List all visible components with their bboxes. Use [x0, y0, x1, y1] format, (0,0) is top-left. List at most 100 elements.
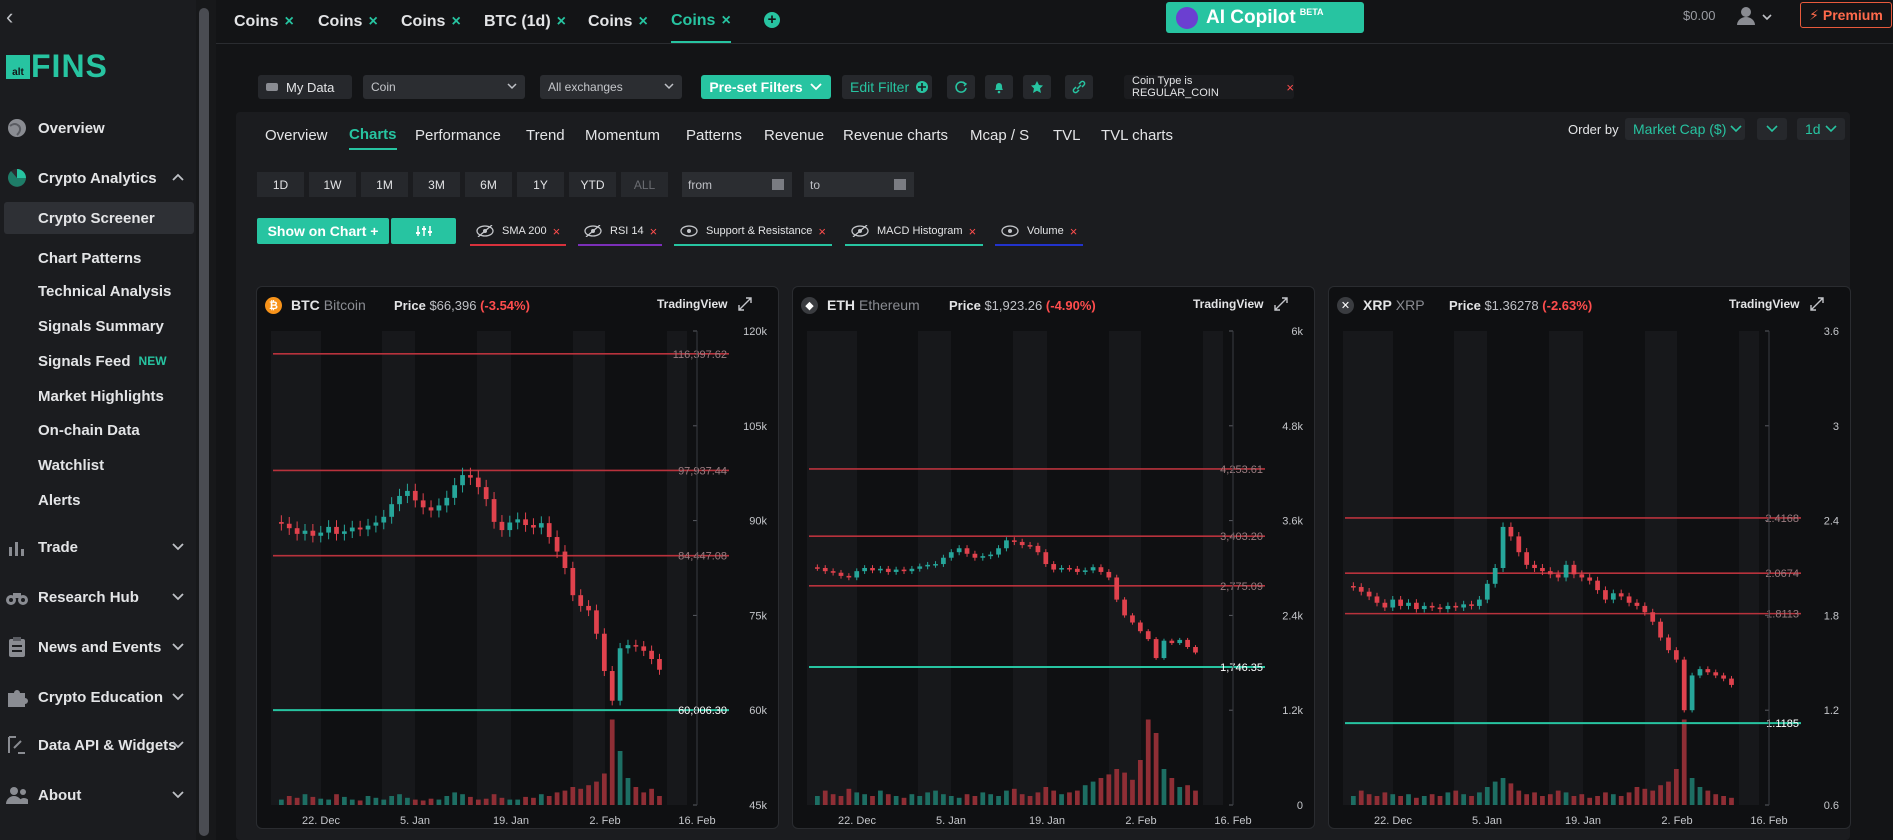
- coin-symbol[interactable]: XRP XRP: [1363, 297, 1425, 313]
- sidebar-item-data-api-widgets[interactable]: Data API & Widgets: [0, 728, 196, 762]
- add-tab-button[interactable]: +: [764, 12, 780, 28]
- range-1d-button[interactable]: 1D: [257, 172, 304, 197]
- candlestick-chart-xrp[interactable]: 2.4168 2.0674 1.8113 1.1185 3.6 3 2.4 1.8 1.2 0.6…: [1329, 321, 1851, 829]
- edit-filter-button[interactable]: Edit Filter: [842, 75, 932, 99]
- candlestick-chart-btc[interactable]: 116,397.62 97,937.44 84,447.08 60,006.30 120…: [257, 321, 779, 829]
- range-1y-button[interactable]: 1Y: [517, 172, 564, 197]
- subtab-tvl-charts[interactable]: TVL charts: [1101, 126, 1173, 144]
- tab-coins-4[interactable]: Coins ×: [588, 0, 648, 43]
- sidebar-subitem-crypto-screener[interactable]: Crypto Screener: [4, 202, 194, 234]
- indicator-chip-support-resistance[interactable]: Support & Resistance ×: [674, 218, 832, 246]
- indicator-chip-volume[interactable]: Volume ×: [995, 218, 1083, 246]
- date-from-input[interactable]: from: [682, 172, 792, 197]
- chevron-down-icon[interactable]: [170, 688, 186, 704]
- sidebar-item-crypto-education[interactable]: Crypto Education: [0, 680, 196, 714]
- close-icon[interactable]: ×: [649, 223, 658, 239]
- range-3m-button[interactable]: 3M: [413, 172, 460, 197]
- eye-off-icon[interactable]: [476, 225, 494, 237]
- chevron-down-icon[interactable]: [170, 588, 186, 604]
- tradingview-link[interactable]: TradingView: [1193, 297, 1264, 311]
- close-icon[interactable]: ×: [1069, 223, 1078, 239]
- coin-type-filter-chip[interactable]: Coin Type is REGULAR_COIN ×: [1124, 75, 1294, 99]
- range-ytd-button[interactable]: YTD: [569, 172, 616, 197]
- tradingview-link[interactable]: TradingView: [657, 297, 728, 311]
- collapse-sidebar-icon[interactable]: ‹: [6, 4, 14, 29]
- ai-copilot-button[interactable]: AI Copilot BETA: [1166, 2, 1364, 33]
- sort-direction-select[interactable]: [1757, 118, 1787, 140]
- eye-off-icon[interactable]: [584, 225, 602, 237]
- subtab-charts[interactable]: Charts: [349, 120, 397, 150]
- range-6m-button[interactable]: 6M: [465, 172, 512, 197]
- chevron-up-icon[interactable]: [170, 169, 186, 185]
- subtab-revenue[interactable]: Revenue: [764, 126, 825, 144]
- sidebar-item-crypto-analytics[interactable]: Crypto Analytics: [0, 161, 196, 195]
- range-all-button[interactable]: ALL: [621, 172, 668, 197]
- altfins-logo[interactable]: alt FINS: [6, 48, 108, 85]
- indicator-settings-button[interactable]: [391, 218, 456, 244]
- coin-symbol[interactable]: BTC Bitcoin: [291, 297, 366, 313]
- expand-icon[interactable]: [737, 296, 753, 312]
- close-icon[interactable]: ×: [1286, 79, 1294, 95]
- chevron-down-icon[interactable]: [170, 638, 186, 654]
- close-icon[interactable]: ×: [556, 12, 566, 30]
- chevron-down-icon[interactable]: [170, 538, 186, 554]
- subtab-mcap-s[interactable]: Mcap / S: [970, 126, 1030, 144]
- refresh-button[interactable]: [947, 75, 975, 99]
- expand-icon[interactable]: [1273, 296, 1289, 312]
- exchange-select[interactable]: All exchanges: [540, 75, 682, 99]
- preset-filters-button[interactable]: Pre-set Filters: [701, 75, 831, 99]
- alert-button[interactable]: [985, 75, 1013, 99]
- tab-coins-2[interactable]: Coins ×: [318, 0, 378, 43]
- subtab-revenue-charts[interactable]: Revenue charts: [843, 126, 949, 144]
- sidebar-item-research-hub[interactable]: Research Hub: [0, 580, 196, 614]
- range-1m-button[interactable]: 1M: [361, 172, 408, 197]
- sidebar-subitem-signals-summary[interactable]: Signals Summary: [4, 310, 194, 342]
- order-by-select[interactable]: Market Cap ($): [1625, 118, 1745, 140]
- sidebar-subitem-watchlist[interactable]: Watchlist: [4, 449, 194, 481]
- eye-icon[interactable]: [680, 225, 698, 237]
- sidebar-item-about[interactable]: About: [0, 778, 196, 812]
- user-menu-icon[interactable]: [1736, 6, 1774, 26]
- date-to-input[interactable]: to: [804, 172, 914, 197]
- scrollbar-thumb[interactable]: [199, 8, 209, 836]
- indicator-chip-rsi-14[interactable]: RSI 14 ×: [578, 218, 662, 246]
- premium-button[interactable]: ⚡ Premium: [1800, 2, 1892, 28]
- candlestick-chart-eth[interactable]: 4,253.61 3,403.20 2,775.09 1,746.35 6k 4.8k 3.…: [793, 321, 1315, 829]
- close-icon[interactable]: ×: [368, 12, 378, 30]
- subtab-trend[interactable]: Trend: [526, 126, 565, 144]
- subtab-performance[interactable]: Performance: [415, 126, 501, 144]
- show-on-chart-button[interactable]: Show on Chart +: [257, 218, 389, 244]
- sidebar-item-news-and-events[interactable]: News and Events: [0, 630, 196, 664]
- tradingview-link[interactable]: TradingView: [1729, 297, 1800, 311]
- subtab-overview[interactable]: Overview: [265, 126, 328, 144]
- coin-symbol[interactable]: ETH Ethereum: [827, 297, 920, 313]
- close-icon[interactable]: ×: [721, 11, 731, 29]
- coin-select[interactable]: Coin: [363, 75, 525, 99]
- tab-coins-3[interactable]: Coins ×: [401, 0, 461, 43]
- range-1w-button[interactable]: 1W: [309, 172, 356, 197]
- sidebar-subitem-market-highlights[interactable]: Market Highlights: [4, 380, 194, 412]
- tab-coins-5[interactable]: Coins ×: [671, 0, 731, 43]
- chevron-down-icon[interactable]: [170, 736, 186, 752]
- expand-icon[interactable]: [1809, 296, 1825, 312]
- indicator-chip-sma-200[interactable]: SMA 200 ×: [470, 218, 566, 246]
- my-data-button[interactable]: My Data: [258, 75, 352, 99]
- close-icon[interactable]: ×: [818, 223, 826, 239]
- close-icon[interactable]: ×: [968, 223, 977, 239]
- close-icon[interactable]: ×: [451, 12, 461, 30]
- subtab-tvl[interactable]: TVL: [1053, 126, 1081, 144]
- eye-off-icon[interactable]: [851, 225, 869, 237]
- tab-btc-1d[interactable]: BTC (1d) ×: [484, 0, 566, 43]
- sidebar-item-overview[interactable]: Overview: [0, 111, 196, 145]
- sidebar-subitem-onchain-data[interactable]: On-chain Data: [4, 414, 194, 446]
- tab-coins-1[interactable]: Coins ×: [234, 0, 294, 43]
- indicator-chip-macd-histogram[interactable]: MACD Histogram ×: [845, 218, 983, 246]
- sidebar-subitem-technical-analysis[interactable]: Technical Analysis: [4, 275, 194, 307]
- chevron-down-icon[interactable]: [170, 786, 186, 802]
- sidebar-scrollbar[interactable]: [196, 0, 216, 840]
- period-select[interactable]: 1d: [1797, 118, 1845, 140]
- sidebar-subitem-chart-patterns[interactable]: Chart Patterns: [4, 242, 194, 274]
- eye-icon[interactable]: [1001, 225, 1019, 237]
- sidebar-subitem-alerts[interactable]: Alerts: [4, 484, 194, 516]
- share-link-button[interactable]: [1065, 75, 1093, 99]
